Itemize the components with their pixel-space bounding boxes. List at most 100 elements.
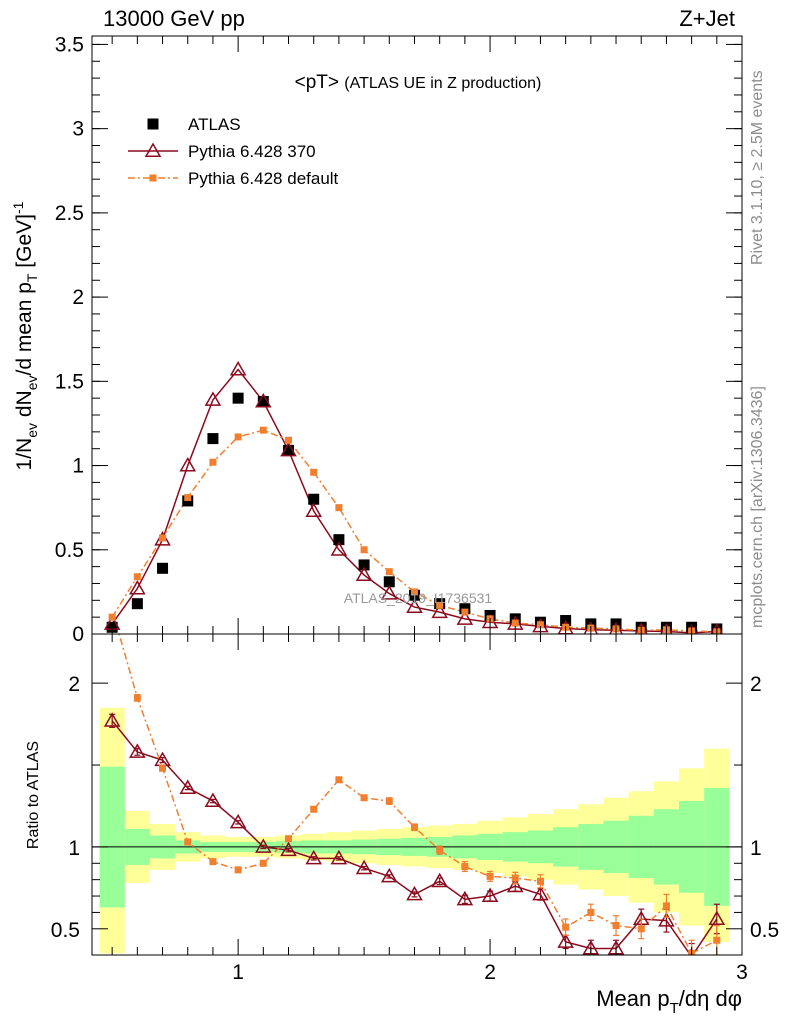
main-point-series0	[333, 534, 345, 546]
legend-label: ATLAS	[188, 115, 241, 134]
main-y-tick-label: 1	[72, 455, 84, 478]
ratio-point-series1	[310, 805, 318, 813]
main-point-series1	[330, 541, 348, 556]
main-point-series0	[383, 576, 395, 588]
main-point-series1	[179, 457, 197, 472]
main-y-tick-label: 0	[72, 623, 84, 646]
ratio-point-series0	[179, 779, 197, 794]
ratio-point-series1	[335, 776, 343, 784]
ratio-point-series1	[285, 835, 293, 843]
ylabel-sub: ev	[24, 423, 40, 438]
ratio-point-series1	[486, 872, 494, 880]
main-point-series0	[509, 613, 521, 625]
ratio-point-series0	[255, 838, 272, 853]
xlabel-part: /dη dφ	[679, 986, 742, 1011]
main-point-series2	[436, 601, 444, 609]
ratio-y-tick-label: 1	[68, 837, 80, 860]
ylabel-part: 1/N	[13, 438, 36, 471]
ratio-point-series1	[637, 925, 645, 933]
ratio-point-series0	[380, 867, 398, 883]
main-plot-panel: 0 0.5 1 1.5 2 2.5 3 3.5 <pT> (ATLAS UE in Z pro…	[10, 33, 743, 646]
ratio-point-series1	[461, 863, 469, 871]
main-point-series2	[360, 546, 368, 554]
main-point-series2	[310, 468, 318, 476]
main-point-series1	[355, 566, 373, 582]
ratio-point-series1	[360, 794, 368, 802]
main-subtitle-text: (ATLAS UE in Z production)	[344, 75, 541, 92]
x-tick-label: 3	[736, 961, 748, 984]
ratio-point-series0	[229, 813, 247, 829]
ratio-axis-ticks: 0.5 0.5 1 1 2 2 1 2 3	[51, 634, 779, 984]
main-y-tick-label: 0.5	[55, 539, 84, 562]
main-point-series2	[285, 436, 293, 444]
main-y-tick-label: 3.5	[55, 33, 84, 56]
rivet-side-label: Rivet 3.1.10, ≥ 2.5M events	[749, 70, 766, 265]
main-point-series2	[536, 621, 544, 629]
ratio-plot-frame	[91, 633, 743, 956]
x-axis-label: Mean pT/dη dφ	[596, 986, 742, 1017]
ratio-y-tick-label-right: 0.5	[750, 919, 779, 942]
ylabel-part: dN	[13, 390, 36, 423]
main-point-series1	[305, 502, 322, 518]
ratio-point-series1	[562, 923, 570, 931]
xlabel-part: Mean p	[596, 986, 669, 1011]
ylabel-sub: T	[24, 273, 40, 282]
main-point-series1	[280, 441, 297, 457]
main-point-series2	[461, 608, 469, 616]
header-left-label: 13000 GeV pp	[103, 6, 245, 31]
ratio-point-series1	[385, 797, 393, 805]
ratio-point-series0	[406, 885, 423, 901]
main-point-series2	[234, 433, 242, 441]
main-point-series0	[257, 396, 269, 408]
ratio-point-series0	[305, 849, 322, 865]
main-point-series1	[380, 585, 398, 600]
ratio-point-series0	[355, 859, 373, 875]
main-point-series1	[406, 598, 423, 614]
ratio-plot-panel: 0.5 0.5 1 1 2 2 1 2 3 Ratio to ATLAS Mean pT/dη …	[25, 633, 779, 1017]
ratio-series-line-1	[118, 634, 718, 955]
header-right-label: Z+Jet	[679, 6, 735, 31]
main-point-series2	[410, 588, 418, 596]
ratio-point-series0	[481, 887, 499, 903]
main-point-series2	[209, 458, 217, 466]
main-point-series0	[232, 392, 244, 404]
ratio-point-series1	[410, 823, 418, 831]
ratio-y-axis-label: Ratio to ATLAS	[25, 741, 42, 849]
ratio-point-series1	[587, 908, 595, 916]
ratio-y-tick-label: 2	[68, 673, 80, 696]
ratio-point-series1	[159, 764, 167, 772]
x-tick-label: 1	[232, 961, 244, 984]
main-y-tick-label: 2	[72, 286, 84, 309]
ylabel-part: /d mean p	[13, 282, 36, 375]
main-plot-title: <pT> (ATLAS UE in Z production)	[295, 72, 542, 93]
main-axis-ticks: 0 0.5 1 1.5 2 2.5 3 3.5	[55, 33, 743, 646]
ratio-point-series1	[536, 877, 544, 885]
legend-marker	[147, 118, 159, 130]
main-y-tick-label: 3	[72, 118, 84, 141]
ratio-point-series1	[234, 866, 242, 874]
main-point-series0	[157, 562, 169, 574]
band-stat	[99, 766, 125, 908]
main-y-tick-label: 1.5	[55, 370, 84, 393]
main-point-series0	[358, 559, 370, 571]
main-point-series1	[129, 580, 146, 595]
main-point-series2	[133, 573, 141, 581]
ratio-point-series1	[184, 838, 192, 846]
ratio-point-series1	[209, 858, 217, 866]
ratio-point-series0	[708, 910, 726, 925]
ratio-point-series0	[204, 792, 222, 808]
main-point-series2	[335, 504, 343, 512]
main-point-series1	[204, 391, 222, 406]
main-point-series1	[431, 603, 448, 619]
ratio-point-series1	[259, 859, 267, 867]
main-point-series2	[511, 619, 519, 627]
ratio-point-series0	[280, 841, 297, 857]
watermark-label: ATLAS_2019_I1736531	[344, 590, 493, 606]
ratio-y-tick-label-right: 2	[750, 673, 762, 696]
ratio-point-series0	[129, 743, 146, 758]
ratio-point-series1	[133, 694, 141, 702]
ratio-point-series1	[436, 846, 444, 854]
legend-marker	[144, 142, 162, 157]
main-point-series1	[456, 610, 474, 625]
legend-label: Pythia 6.428 default	[188, 169, 339, 188]
